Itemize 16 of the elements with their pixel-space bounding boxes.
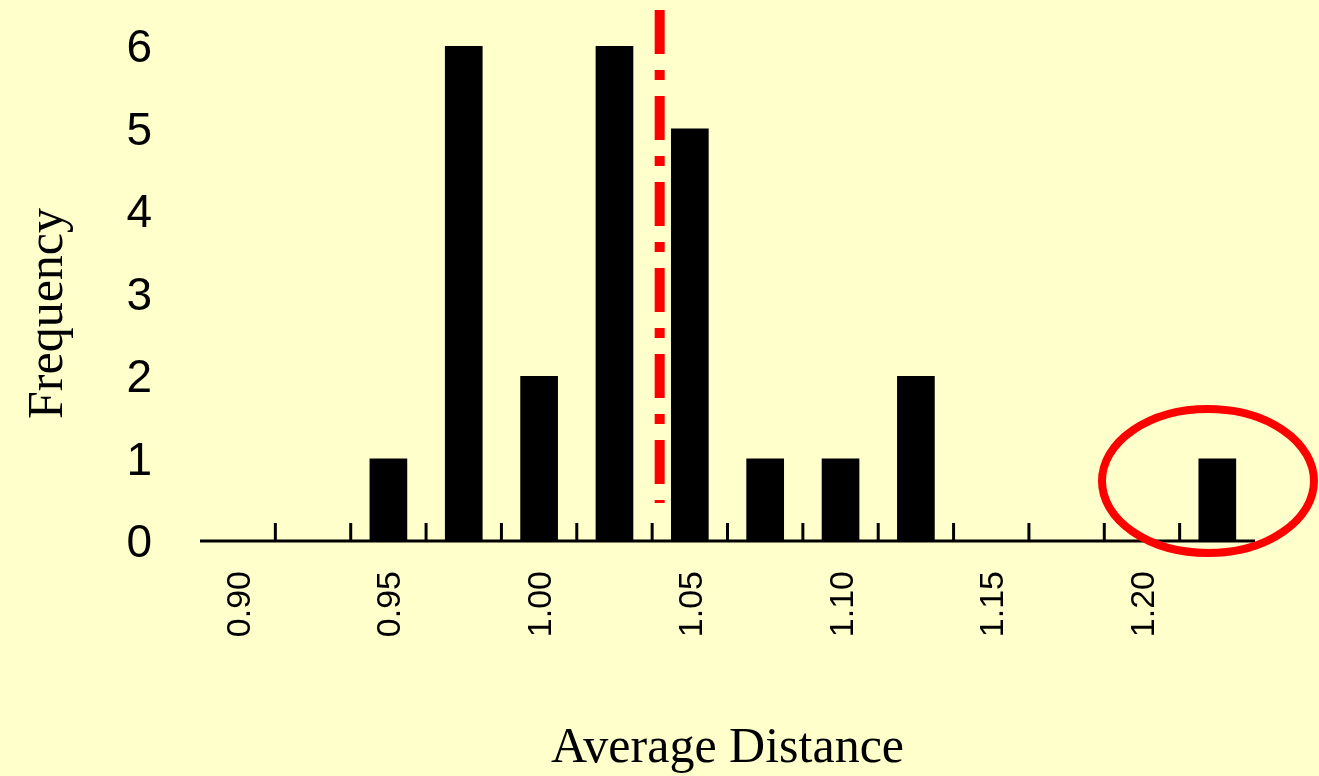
x-tick-label: 0.95 (369, 571, 408, 638)
x-tick-label: 1.05 (670, 571, 709, 638)
y-tick-label: 1 (126, 432, 152, 485)
y-tick-label: 4 (126, 185, 152, 237)
y-tick-label: 2 (126, 350, 152, 402)
x-tick-label: 1.10 (821, 571, 860, 638)
x-axis-title: Average Distance (550, 717, 905, 773)
x-tick-label: 1.20 (1122, 571, 1161, 638)
y-axis-title: Frequency (17, 207, 73, 420)
x-tick-label: 0.90 (218, 571, 257, 638)
y-tick-label: 5 (126, 102, 152, 155)
x-tick-label: 1.00 (520, 571, 559, 638)
y-tick-label: 6 (126, 20, 152, 72)
y-tick-label: 0 (126, 515, 152, 567)
x-tick-label: 1.15 (972, 571, 1011, 638)
y-tick-label: 3 (126, 267, 152, 320)
